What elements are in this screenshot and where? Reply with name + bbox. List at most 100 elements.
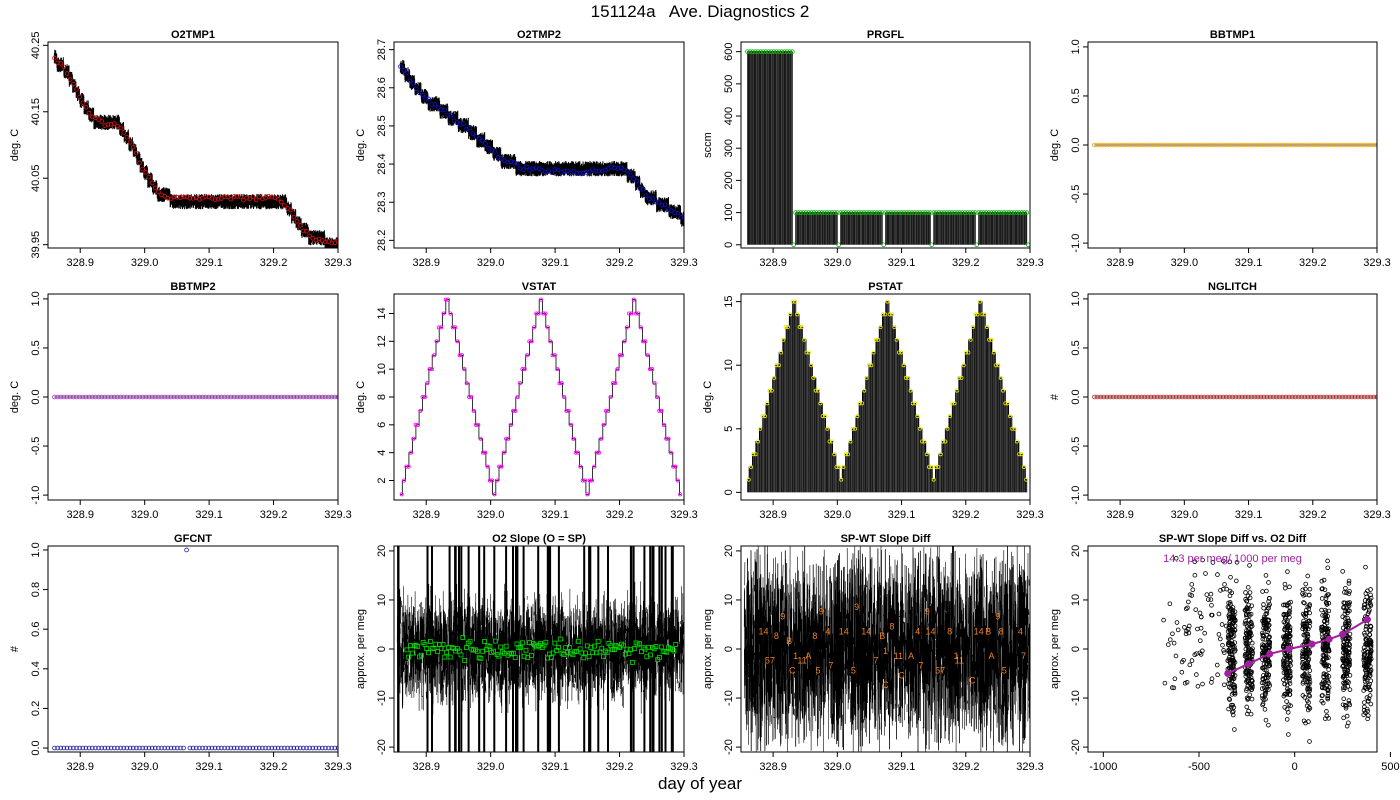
data-point [58, 745, 64, 751]
data-point [583, 650, 588, 656]
y-axis-label: # [1049, 393, 1061, 400]
data-point [629, 311, 634, 316]
data-point [1344, 590, 1349, 596]
data-point [83, 104, 89, 110]
data-point [190, 745, 196, 751]
plot-area [52, 49, 338, 248]
data-point [77, 94, 82, 100]
y-tick-label: 40.05 [30, 164, 42, 192]
data-point [1021, 464, 1026, 469]
data-point [1012, 426, 1017, 431]
data-point [1260, 677, 1266, 682]
data-point [945, 426, 950, 431]
data-point [574, 649, 579, 655]
y-tick-label: -1.0 [1070, 234, 1082, 253]
data-point [64, 71, 70, 76]
data-point [848, 439, 853, 444]
data-point [332, 394, 338, 400]
data-point [797, 325, 802, 330]
data-point [788, 312, 793, 317]
data-point [1186, 394, 1191, 400]
data-point [74, 745, 79, 751]
data-point [329, 394, 334, 400]
y-tick-label: 0 [723, 242, 735, 248]
data-point [1271, 394, 1276, 400]
data-point [552, 640, 558, 646]
data-point [480, 450, 485, 455]
data-point [231, 194, 237, 199]
y-axis-label: deg. C [9, 129, 21, 161]
data-point [1362, 598, 1368, 603]
data-point [1266, 596, 1272, 601]
data-point [511, 408, 516, 413]
data-point [71, 394, 76, 400]
data-point [1306, 686, 1312, 692]
data-point [774, 363, 779, 368]
data-point [841, 464, 846, 469]
fit-point [1285, 645, 1293, 653]
data-point [301, 228, 306, 234]
data-point [1226, 681, 1231, 687]
data-point [1307, 693, 1313, 699]
data-point [1202, 394, 1207, 400]
data-point [1361, 712, 1366, 717]
y-tick-label: 0.5 [30, 340, 42, 355]
y-tick-label: 28.5 [376, 115, 388, 136]
x-tick-label: -500 [1188, 761, 1210, 773]
data-point [745, 49, 750, 54]
data-point [908, 388, 913, 393]
data-point [580, 170, 586, 176]
common-x-axis-label: day of year [657, 774, 743, 793]
data-point [839, 477, 844, 482]
data-point [1136, 142, 1141, 148]
data-point [1324, 616, 1330, 622]
data-point [1252, 142, 1257, 148]
data-point [1340, 702, 1346, 708]
data-point [920, 210, 925, 215]
panel-title: NGLITCH [1208, 281, 1257, 293]
data-point [266, 394, 271, 400]
data-point [1287, 654, 1293, 659]
data-point [197, 394, 202, 400]
data-spikes [978, 212, 1028, 245]
data-point [1342, 681, 1348, 687]
data-point [413, 422, 418, 427]
data-point [1307, 624, 1312, 629]
data-point [596, 450, 601, 455]
data-point [178, 745, 183, 751]
data-point [96, 745, 101, 751]
data-point [924, 452, 929, 457]
y-axis-label: approx. per meg [1049, 609, 1061, 689]
data-point [1205, 142, 1210, 148]
data-point [1171, 685, 1177, 691]
data-point [1151, 142, 1157, 148]
y-tick-label: 4 [376, 450, 388, 456]
data-point [512, 655, 518, 660]
data-point [1182, 625, 1187, 630]
x-tick-label: 329.0 [131, 509, 159, 521]
data-point [631, 176, 636, 182]
point-annotation: 9 [995, 612, 1000, 622]
data-point [994, 210, 999, 215]
data-point [1249, 687, 1255, 692]
panel-title: VSTAT [522, 281, 557, 293]
data-point [1362, 676, 1368, 682]
data-point [790, 299, 795, 304]
data-point [1167, 601, 1173, 607]
plot-frame [47, 41, 339, 249]
data-point [96, 394, 101, 400]
data-point [771, 49, 777, 54]
data-point [219, 394, 224, 400]
data-point [415, 422, 420, 427]
data-point [1365, 716, 1370, 721]
data-point [893, 210, 899, 215]
data-point [1352, 394, 1358, 400]
data-point [755, 49, 761, 54]
y-tick-label: 0 [376, 646, 388, 652]
x-tick-label: 328.9 [759, 257, 787, 269]
data-point [1287, 627, 1293, 633]
y-tick-label: 28.4 [376, 153, 388, 174]
data-point [67, 394, 73, 400]
fit-point [1224, 670, 1232, 678]
data-point [162, 745, 168, 751]
